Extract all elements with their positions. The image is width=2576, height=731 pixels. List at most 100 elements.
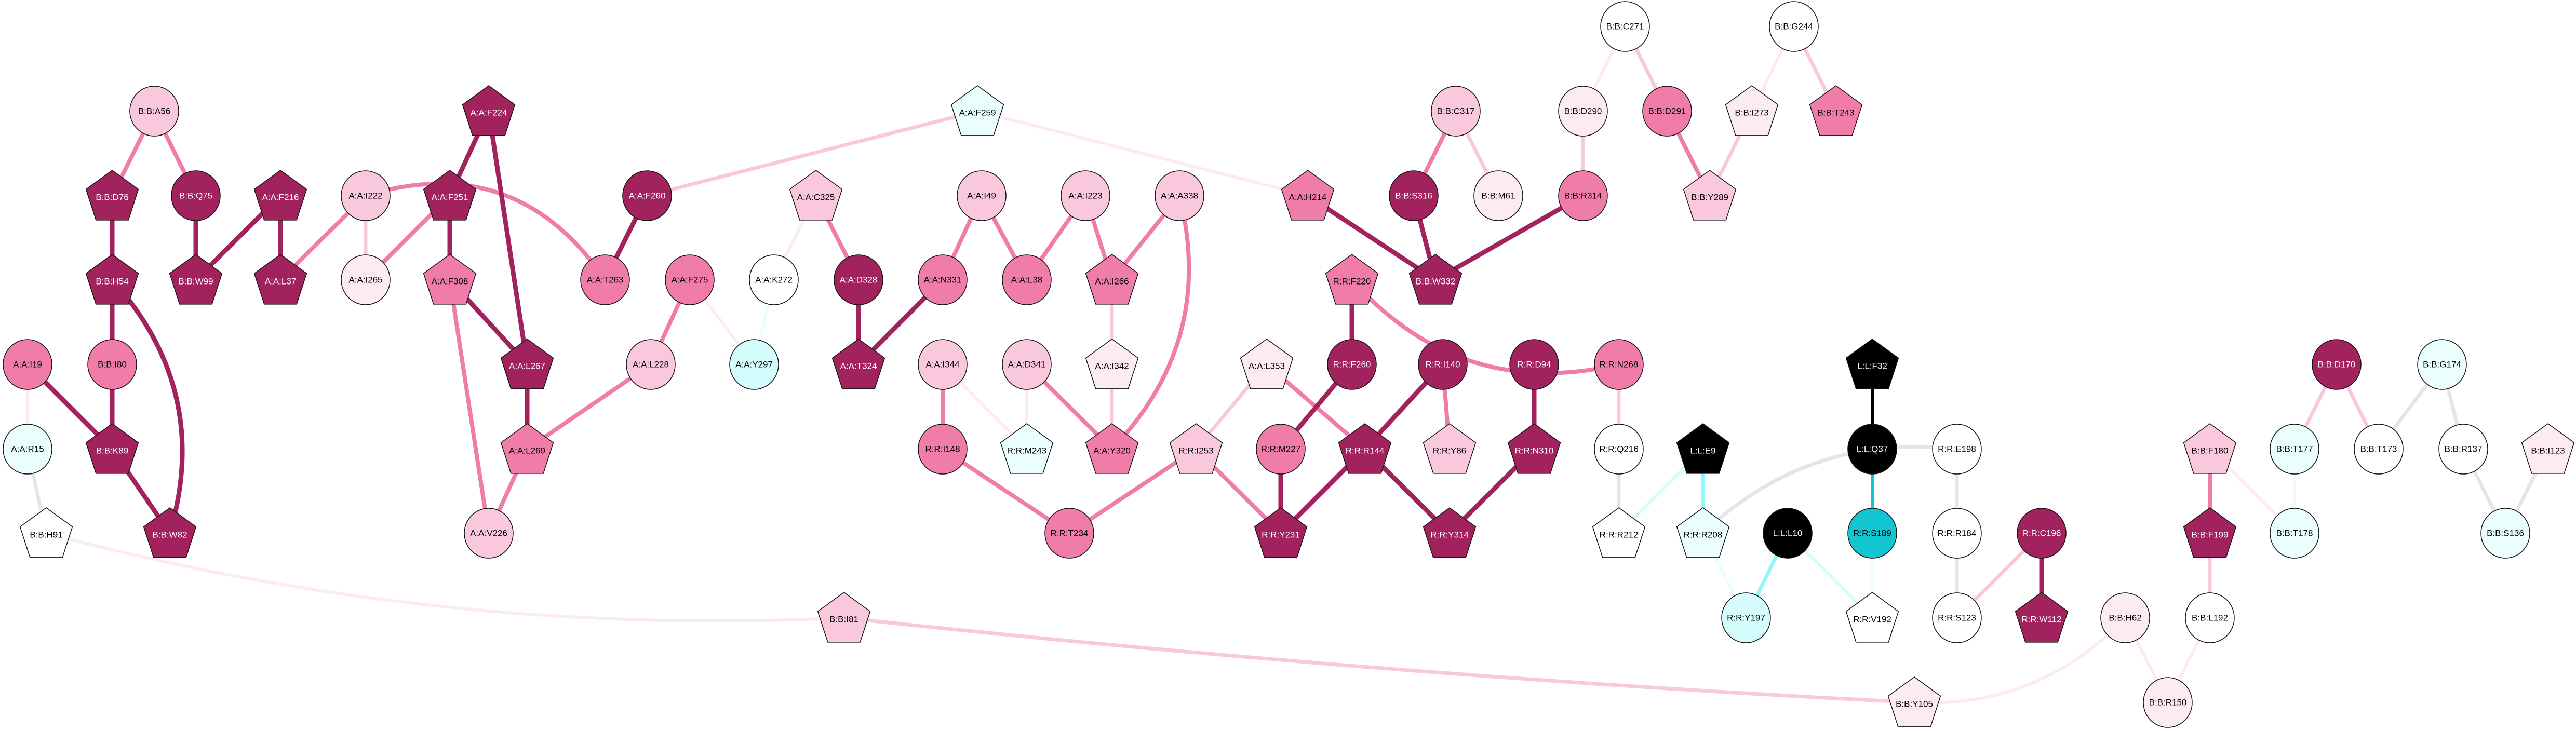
pentagon-node-shape	[1507, 423, 1561, 474]
node-l-l-l10: L:L:L10	[1763, 508, 1813, 559]
node-label: A:A:I223	[1068, 191, 1102, 201]
pentagon-node-shape	[1169, 423, 1223, 474]
circle-node-shape	[1932, 508, 1982, 559]
node-r-r-w112: R:R:W112	[2015, 592, 2069, 643]
circle-node-shape	[1847, 508, 1897, 559]
node-label: B:B:G174	[2423, 360, 2461, 370]
node-a-a-i265: A:A:I265	[341, 254, 391, 305]
node-label: A:A:V226	[470, 529, 507, 538]
edge-r-r-i253-to-r-r-t234	[1068, 447, 1198, 535]
node-a-a-a338: A:A:A338	[1155, 170, 1204, 221]
edge-b-b-h91-to-b-b-i81	[46, 532, 844, 622]
node-b-b-q75: B:B:Q75	[171, 170, 221, 221]
node-b-b-d291: B:B:D291	[1642, 86, 1692, 137]
edge-a-a-f224-to-a-a-l267	[486, 111, 530, 365]
node-label: A:A:Y297	[735, 360, 773, 370]
node-a-a-y297: A:A:Y297	[729, 339, 779, 390]
pentagon-node-shape	[789, 170, 843, 221]
node-b-b-w332: B:B:W332	[1408, 254, 1463, 305]
pentagon-node-shape	[1338, 423, 1392, 474]
node-r-r-m243: R:R:M243	[1000, 423, 1054, 474]
node-label: B:B:H54	[96, 277, 128, 287]
circle-node-shape	[626, 339, 676, 390]
pentagon-node-shape	[423, 254, 477, 305]
circle-node-shape	[1418, 339, 1468, 390]
circle-node-shape	[2143, 677, 2193, 728]
circle-node-shape	[1558, 170, 1608, 221]
pentagon-node-shape	[423, 170, 477, 221]
circle-node-shape	[87, 339, 137, 390]
node-a-a-n331: A:A:N331	[918, 254, 968, 305]
node-label: B:B:I273	[1735, 108, 1768, 118]
node-label: R:R:F260	[1333, 360, 1371, 370]
node-b-b-g174: B:B:G174	[2417, 339, 2467, 390]
circle-node-shape	[2480, 508, 2530, 559]
pentagon-node-shape	[1592, 507, 1646, 558]
node-a-a-i223: A:A:I223	[1061, 170, 1110, 221]
edge-b-b-i81-to-b-b-y105	[843, 616, 1915, 705]
node-label: R:R:R144	[1346, 446, 1385, 456]
node-label: R:R:Y197	[1727, 613, 1765, 623]
node-label: A:A:F260	[629, 191, 666, 201]
pentagon-node-shape	[500, 339, 554, 389]
circle-node-shape	[1044, 508, 1094, 559]
node-label: R:R:R208	[1684, 530, 1723, 540]
node-r-r-v192: R:R:V192	[1845, 592, 1899, 643]
node-a-a-l38: A:A:L38	[1002, 254, 1052, 305]
circle-node-shape	[1389, 170, 1439, 221]
node-label: B:B:S316	[1395, 191, 1432, 201]
edge-a-a-i222-to-a-a-t263	[365, 181, 607, 281]
circle-node-shape	[918, 339, 968, 390]
nodes-layer: B:B:A56 B:B:D76 B:B:Q75 A:A:F216 A:A:I222 A:A…	[3, 1, 2575, 728]
node-r-r-r208: R:R:R208	[1676, 507, 1730, 558]
node-label: R:R:V192	[1853, 615, 1891, 625]
edge-r-r-f220-to-r-r-n268	[1350, 278, 1619, 375]
node-a-a-i222: A:A:I222	[341, 170, 391, 221]
node-label: B:B:I123	[2531, 446, 2565, 456]
node-b-b-r314: B:B:R314	[1558, 170, 1608, 221]
node-label: R:R:E198	[1938, 444, 1976, 454]
circle-node-shape	[1473, 170, 1523, 221]
node-label: B:B:W332	[1416, 277, 1456, 287]
pentagon-node-shape	[169, 254, 223, 305]
node-a-a-f224: A:A:F224	[462, 85, 516, 136]
node-label: R:R:I140	[1425, 360, 1460, 370]
circle-node-shape	[918, 254, 968, 305]
circle-node-shape	[2438, 424, 2488, 475]
node-label: R:R:Q216	[1599, 444, 1639, 454]
node-label: B:B:Y105	[1896, 699, 1933, 709]
node-r-r-i140: R:R:I140	[1418, 339, 1468, 390]
node-b-b-t178: B:B:T178	[2270, 508, 2319, 559]
node-b-b-s136: B:B:S136	[2480, 508, 2530, 559]
node-r-r-e198: R:R:E198	[1932, 424, 1982, 475]
node-r-r-n310: R:R:N310	[1507, 423, 1561, 474]
node-label: A:A:D341	[1008, 360, 1046, 370]
node-r-r-r144: R:R:R144	[1338, 423, 1392, 474]
node-label: A:A:L228	[633, 360, 669, 370]
circle-node-shape	[1763, 508, 1813, 559]
node-b-b-d170: B:B:D170	[2312, 339, 2362, 390]
pentagon-node-shape	[1408, 254, 1463, 305]
node-b-b-l192: B:B:L192	[2185, 592, 2235, 643]
pentagon-node-shape	[817, 592, 871, 643]
node-b-b-f199: B:B:F199	[2183, 507, 2237, 558]
node-label: L:L:L10	[1773, 529, 1803, 538]
node-r-r-d94: R:R:D94	[1509, 339, 1559, 390]
node-b-b-t173: B:B:T173	[2354, 424, 2404, 475]
node-label: B:B:H62	[2109, 613, 2141, 623]
edge-a-a-f259-to-a-a-h214	[977, 110, 1308, 197]
pentagon-node-shape	[1085, 423, 1139, 474]
pentagon-node-shape	[1423, 423, 1477, 474]
node-label: A:A:K272	[755, 275, 793, 285]
node-r-r-f220: R:R:F220	[1325, 254, 1379, 305]
circle-node-shape	[1594, 424, 1644, 475]
circle-node-shape	[1600, 1, 1650, 52]
circle-node-shape	[834, 254, 883, 305]
edge-a-a-a338-to-a-a-y320	[1110, 195, 1191, 451]
circle-node-shape	[1061, 170, 1110, 221]
pentagon-node-shape	[1683, 170, 1737, 221]
node-label: A:A:F259	[959, 108, 996, 118]
pentagon-node-shape	[253, 170, 307, 221]
node-label: B:B:R150	[2149, 698, 2187, 708]
node-label: A:A:T324	[840, 361, 877, 371]
